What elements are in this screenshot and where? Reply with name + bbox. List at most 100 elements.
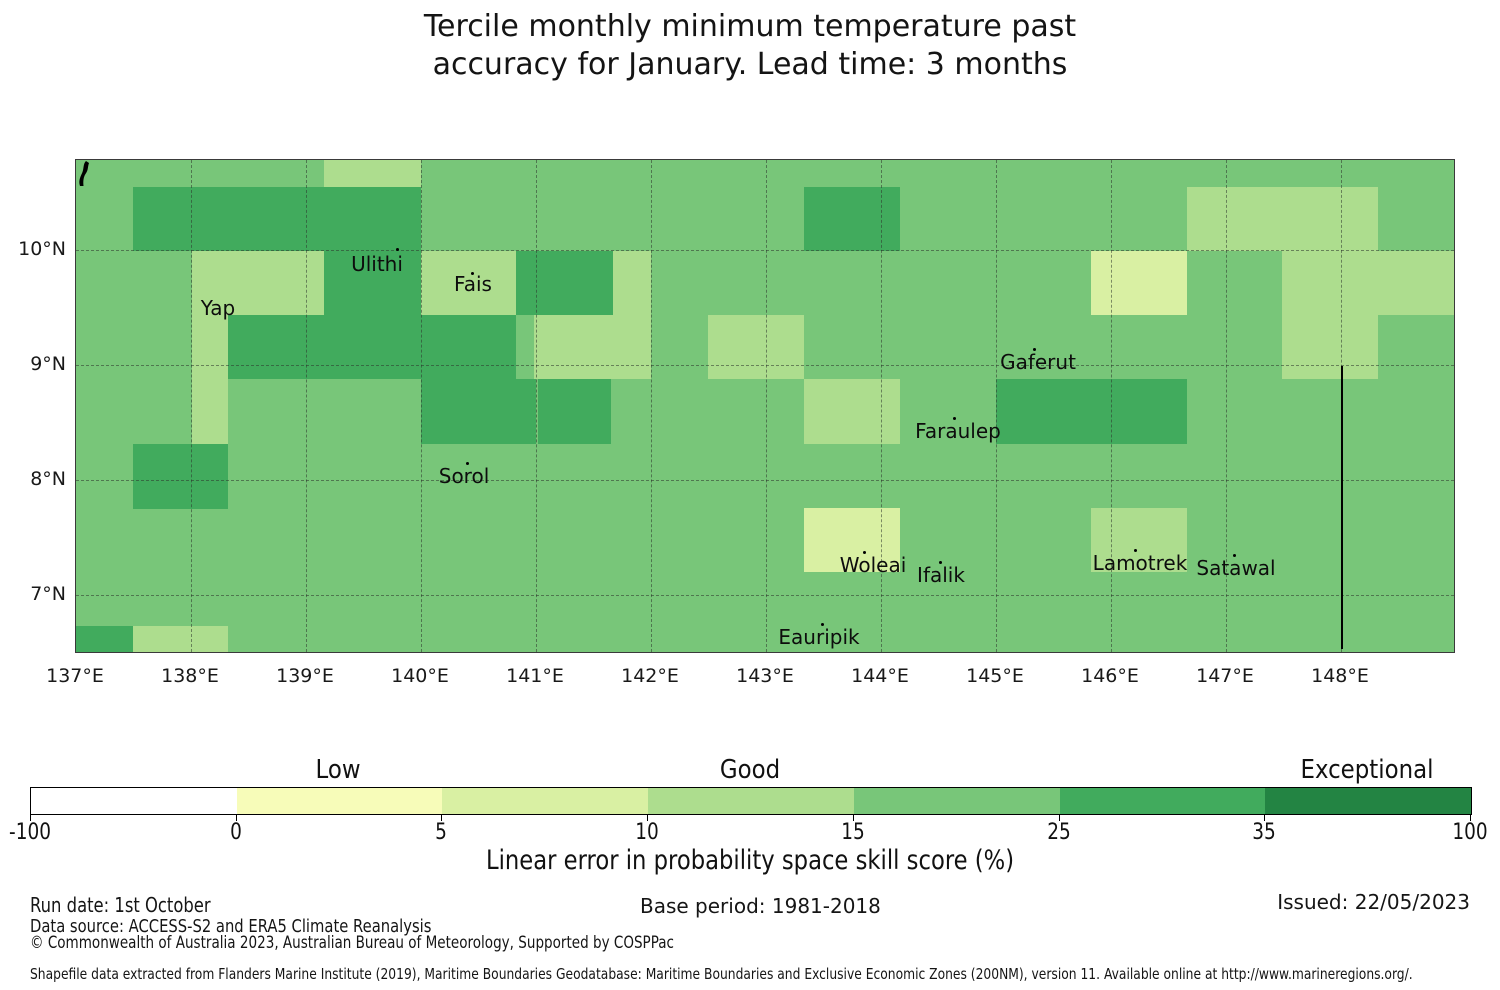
island-label-lamotrek: Lamotrek xyxy=(1092,551,1188,575)
colorbar xyxy=(30,787,1472,815)
map-cell-skill-10-15 xyxy=(708,315,804,379)
x-tick-label: 140°E xyxy=(391,665,449,687)
x-tick-label: 142°E xyxy=(621,665,679,687)
colorbar-tick-mark xyxy=(647,815,649,821)
island-label-ulithi: Ulithi xyxy=(351,252,403,276)
map-cell-skill-25-35 xyxy=(421,379,536,444)
colorbar-tick-mark xyxy=(852,815,854,821)
map-cell-skill-5-10 xyxy=(1091,251,1187,315)
footer-shapefile-note: Shapefile data extracted from Flanders M… xyxy=(30,965,1413,983)
colorbar-tick-mark xyxy=(235,815,237,821)
map-cell-skill-25-35 xyxy=(996,379,1187,444)
longitude-gridline xyxy=(766,160,767,652)
x-tick-label: 143°E xyxy=(736,665,794,687)
x-tick-label: 147°E xyxy=(1196,665,1254,687)
colorbar-segment xyxy=(853,788,1061,814)
colorbar-segment xyxy=(31,788,238,814)
longitude-gridline xyxy=(306,160,307,652)
footer-run-date: Run date: 1st October xyxy=(30,893,211,917)
x-tick-label: 141°E xyxy=(506,665,564,687)
footer-base-period: Base period: 1981-2018 xyxy=(640,894,881,918)
colorbar-tick-label: 15 xyxy=(841,820,865,845)
island-label-faraulep: Faraulep xyxy=(915,419,1001,443)
island-label-yap: Yap xyxy=(200,296,236,320)
island-marker-dot xyxy=(939,561,942,564)
longitude-gridline xyxy=(881,160,882,652)
map-cell-skill-10-15 xyxy=(1378,251,1454,315)
colorbar-segment xyxy=(648,788,855,814)
chart-title-line-1: Tercile monthly minimum temperature past xyxy=(423,9,1077,44)
colorbar-tick-mark xyxy=(1058,815,1060,821)
map-cell-skill-25-35 xyxy=(228,315,421,379)
footer-issued: Issued: 22/05/2023 xyxy=(1277,890,1470,914)
island-label-eauripik: Eauripik xyxy=(778,625,860,649)
map-cell-skill-10-15 xyxy=(613,251,651,315)
colorbar-tick-label: 25 xyxy=(1046,820,1071,845)
island-label-satawal: Satawal xyxy=(1196,556,1276,580)
island-marker-dot xyxy=(471,272,474,275)
latitude-gridline xyxy=(76,250,1454,251)
island-marker-dot xyxy=(863,551,866,554)
latitude-gridline xyxy=(76,365,1454,366)
colorbar-segment xyxy=(1265,788,1472,814)
map-cell-skill-25-35 xyxy=(804,187,900,251)
island-marker-dot xyxy=(1033,348,1036,351)
latitude-gridline xyxy=(76,480,1454,481)
colorbar-tick-label: 5 xyxy=(435,820,448,845)
island-marker-dot xyxy=(821,623,824,626)
footer-data-source: Data source: ACCESS-S2 and ERA5 Climate … xyxy=(30,916,432,937)
map-cell-skill-25-35 xyxy=(133,187,421,251)
x-tick-label: 144°E xyxy=(851,665,909,687)
longitude-gridline xyxy=(1226,160,1227,652)
y-tick-label: 9°N xyxy=(30,353,66,375)
latitude-gridline xyxy=(76,595,1454,596)
colorbar-category-good: Good xyxy=(719,755,781,785)
map-cell-skill-25-35 xyxy=(76,626,133,652)
x-tick-label: 137°E xyxy=(46,665,104,687)
map-cell-skill-10-15 xyxy=(421,251,516,315)
map-cell-skill-25-35 xyxy=(324,251,421,315)
map-cell-skill-10-15 xyxy=(1282,251,1378,379)
footer-copyright: © Commonwealth of Australia 2023, Austra… xyxy=(30,933,675,952)
colorbar-tick-label: -100 xyxy=(9,820,51,845)
colorbar-tick-label: 10 xyxy=(635,820,659,845)
island-marker-dot xyxy=(953,417,956,420)
y-tick-label: 8°N xyxy=(30,468,66,490)
map-cell-skill-10-15 xyxy=(324,160,421,187)
longitude-gridline xyxy=(996,160,997,652)
island-marker-dot xyxy=(466,462,469,465)
longitude-gridline xyxy=(651,160,652,652)
colorbar-segment xyxy=(442,788,649,814)
colorbar-tick-label: 35 xyxy=(1252,820,1277,845)
map-cell-skill-10-15 xyxy=(1091,508,1187,572)
colorbar-segment xyxy=(236,788,443,814)
eez-boundary-line xyxy=(1341,366,1343,649)
colorbar-category-low: Low xyxy=(315,755,361,785)
map-plot: Yap Ulithi Fais Sorol Gaferut Faraulep Woleai I… xyxy=(75,159,1455,653)
map-cell-skill-25-35 xyxy=(133,444,228,509)
map-cell-skill-10-15 xyxy=(804,379,900,444)
x-tick-label: 139°E xyxy=(276,665,334,687)
map-cell-skill-10-15 xyxy=(534,315,651,379)
map-cell-skill-10-15 xyxy=(1187,187,1378,251)
island-label-fais: Fais xyxy=(454,272,492,296)
island-label-ifalik: Ifalik xyxy=(917,563,965,587)
map-cell-skill-25-35 xyxy=(516,251,613,315)
chart-title-line-2: accuracy for January. Lead time: 3 month… xyxy=(432,47,1068,82)
yap-island-shape-icon xyxy=(76,160,92,188)
colorbar-category-exceptional: Exceptional xyxy=(1300,755,1434,785)
longitude-gridline xyxy=(421,160,422,652)
map-cell-skill-5-10 xyxy=(804,508,900,572)
colorbar-tick-mark xyxy=(30,815,31,821)
x-tick-label: 138°E xyxy=(161,665,219,687)
longitude-gridline xyxy=(536,160,537,652)
colorbar-tick-mark xyxy=(1470,815,1471,821)
y-tick-label: 7°N xyxy=(30,583,66,605)
colorbar-tick-mark xyxy=(441,815,443,821)
island-marker-dot xyxy=(396,248,399,251)
island-label-gaferut: Gaferut xyxy=(1000,350,1076,374)
colorbar-tick-mark xyxy=(1264,815,1266,821)
colorbar-segment xyxy=(1059,788,1266,814)
x-tick-label: 148°E xyxy=(1311,665,1369,687)
